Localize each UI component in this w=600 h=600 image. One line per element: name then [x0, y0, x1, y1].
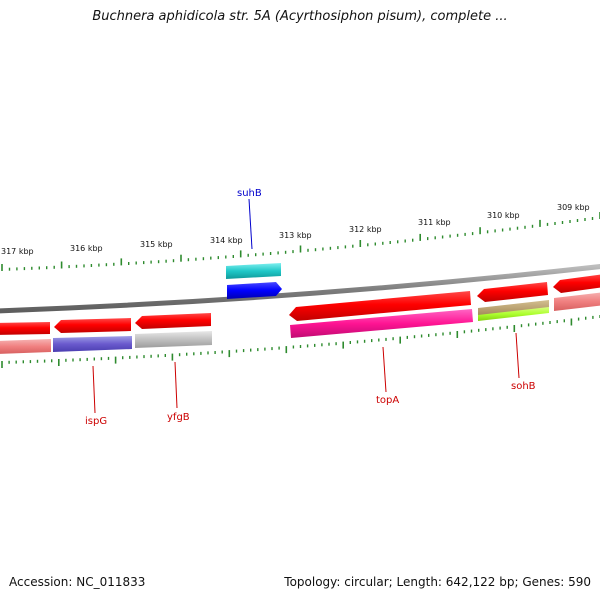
genome-backbone	[0, 264, 600, 314]
leader-topA	[382, 346, 387, 393]
gene-sohB-feature-lime[interactable]	[478, 307, 549, 321]
kbp-label: 310 kbp	[487, 211, 520, 220]
gene-label-sohB[interactable]: sohB	[511, 381, 536, 392]
reverse-strand-features	[0, 274, 600, 335]
kbp-labels: 317 kbp 316 kbp 315 kbp 314 kbp 313 kbp …	[1, 203, 590, 256]
leader-ispG	[92, 365, 96, 414]
gene-yfgB-feature-red[interactable]	[135, 313, 211, 329]
topology-summary: Topology: circular; Length: 642,122 bp; …	[284, 575, 591, 589]
leader-sohB	[515, 332, 520, 379]
gene-suhB-feature[interactable]	[226, 263, 281, 279]
gene-feature-red[interactable]	[553, 274, 600, 293]
reverse-strand-features-secondary	[0, 292, 600, 354]
gene-feature-pink[interactable]	[554, 292, 600, 311]
gene-topA-feature-red[interactable]	[289, 291, 471, 321]
gene-feature-blue[interactable]	[227, 282, 282, 299]
genome-title: Buchnera aphidicola str. 5A (Acyrthosiph…	[92, 9, 508, 24]
kbp-label: 315 kbp	[140, 240, 173, 249]
gene-topA-feature[interactable]	[290, 309, 473, 338]
accession-label: Accession: NC_011833	[9, 575, 146, 589]
leader-suhB	[248, 198, 253, 250]
forward-strand-features	[226, 263, 282, 299]
kbp-label: 311 kbp	[418, 218, 451, 227]
gene-label-suhB[interactable]: suhB	[237, 188, 262, 199]
gene-ispG-feature-red[interactable]	[54, 318, 131, 333]
inner-tick-ruler	[1, 315, 600, 368]
gene-labels: suhB ispG yfgB topA sohB	[85, 188, 536, 427]
kbp-label: 309 kbp	[557, 203, 590, 212]
outer-tick-ruler	[1, 212, 600, 271]
gene-feature-red[interactable]	[0, 322, 50, 335]
gene-sohB-feature-red[interactable]	[477, 282, 548, 302]
gene-ispG-feature[interactable]	[53, 336, 132, 352]
kbp-label: 313 kbp	[279, 231, 312, 240]
gene-label-yfgB[interactable]: yfgB	[167, 412, 190, 423]
gene-leaders	[92, 198, 520, 414]
leader-yfgB	[174, 361, 178, 409]
gene-label-ispG[interactable]: ispG	[85, 416, 107, 427]
kbp-label: 312 kbp	[349, 225, 382, 234]
gene-yfgB-feature[interactable]	[135, 331, 212, 348]
kbp-label: 317 kbp	[1, 247, 34, 256]
gene-feature-pink[interactable]	[0, 339, 51, 354]
gene-label-topA[interactable]: topA	[376, 395, 399, 406]
kbp-label: 316 kbp	[70, 244, 103, 253]
kbp-label: 314 kbp	[210, 236, 243, 245]
